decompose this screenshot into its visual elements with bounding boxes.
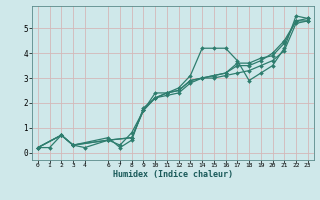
X-axis label: Humidex (Indice chaleur): Humidex (Indice chaleur) bbox=[113, 170, 233, 179]
